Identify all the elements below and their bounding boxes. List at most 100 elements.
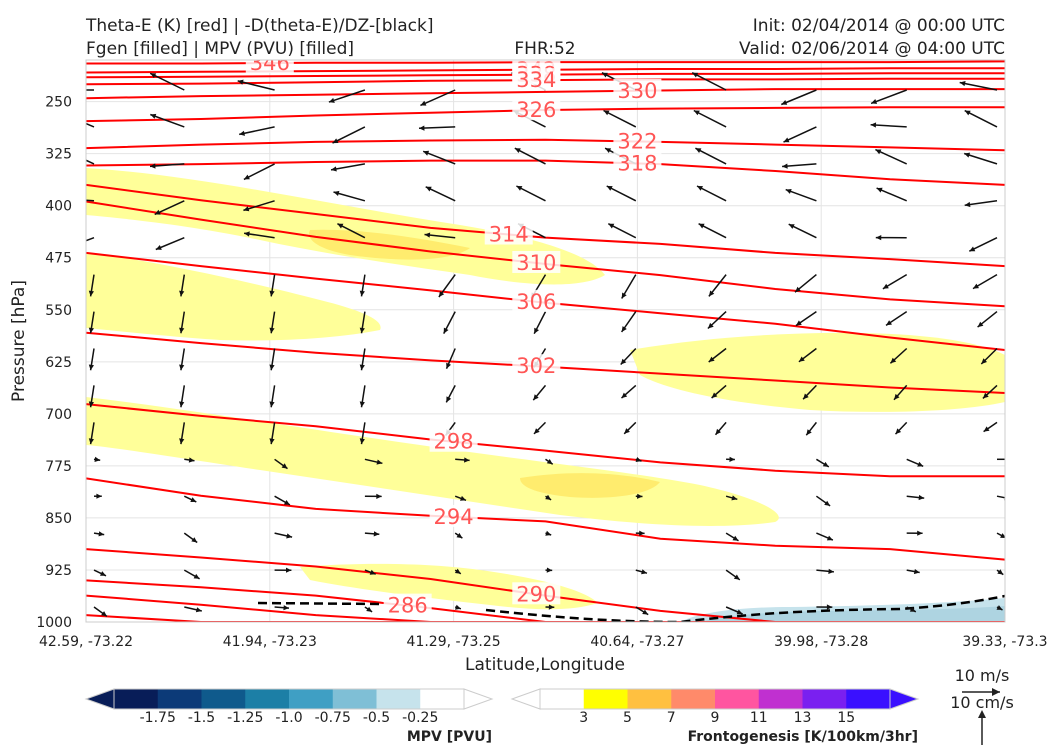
wind-vector-head <box>977 321 984 328</box>
wind-vector-head <box>621 326 627 332</box>
wind-vector-head <box>605 148 612 153</box>
wind-vector-head <box>373 531 380 537</box>
wind-vector-head <box>876 187 883 193</box>
fgen-region-mid-left <box>86 252 381 341</box>
wind-vector-head <box>150 73 157 78</box>
wind-vector-head <box>996 605 1003 610</box>
wind-vector <box>149 72 185 91</box>
wind-vector-head <box>359 438 365 445</box>
wind-vector-head <box>548 604 555 610</box>
dtheta-dz-contour-right <box>485 594 1005 622</box>
wind-vector-head <box>286 567 292 573</box>
contour-label-298: 298 <box>434 430 474 454</box>
contour-label-314: 314 <box>489 223 529 247</box>
colorbar-tick-label: 9 <box>711 710 720 726</box>
wind-vector-head <box>269 290 275 297</box>
wind-vector-head <box>1000 533 1005 538</box>
wind-vector <box>695 147 727 165</box>
colorbar-tick-label: 5 <box>623 710 632 726</box>
wind-vector-head <box>620 358 627 365</box>
dtheta-dz-contours <box>257 594 1005 622</box>
contour-label-346: 346 <box>250 51 290 75</box>
wind-vector <box>870 89 907 105</box>
colorbar-segment <box>846 689 891 709</box>
wind-vector-head <box>639 530 645 536</box>
wind-vector-head <box>707 322 714 329</box>
wind-vector-head <box>693 110 700 116</box>
colorbar-segment <box>627 689 672 709</box>
wind-vector-head <box>732 535 739 541</box>
wind-vector-head <box>894 393 900 400</box>
theta-e-contour-286 <box>86 579 1005 622</box>
wind-vector-head <box>359 290 365 297</box>
wind-vector-head <box>179 327 185 334</box>
wind-vector-head <box>423 150 430 156</box>
colorbar-tick-label: 7 <box>667 710 676 726</box>
x-axis-ticks: 42.59, -73.22 41.94, -73.23 41.29, -73.25 4… <box>39 634 1048 650</box>
wind-vector <box>516 185 546 202</box>
wind-vector-head <box>56 87 61 92</box>
wind-vector-head <box>785 189 792 194</box>
wind-vector-head <box>969 246 976 252</box>
wind-vector-head <box>621 292 627 299</box>
colorbar-tick-label: 13 <box>794 710 812 726</box>
wind-vector-head <box>806 429 812 436</box>
contour-label-286: 286 <box>388 594 428 618</box>
wind-vector <box>86 199 95 202</box>
wind-vector-head <box>369 569 376 575</box>
theta-e-contour-294 <box>86 477 1005 561</box>
colorbar-extend-left <box>510 688 541 710</box>
wind-vector-head <box>237 79 244 85</box>
wind-vector-head <box>269 327 275 334</box>
wind-vector-head <box>376 459 383 465</box>
colorbar-segment <box>420 689 465 709</box>
wind-vector <box>150 113 185 128</box>
wind-vector-head <box>179 401 185 408</box>
wind-vector-head <box>983 426 990 432</box>
x-tick-label: 40.64, -73.27 <box>590 634 684 650</box>
wind-vector-head <box>243 206 250 212</box>
colorbar-segment <box>157 689 202 709</box>
wind-vector <box>425 186 456 202</box>
wind-vector-head <box>782 163 788 169</box>
wind-vector-head <box>1008 457 1013 462</box>
y-tick-label: 625 <box>45 355 72 371</box>
colorbar-segment <box>583 689 628 709</box>
colorbar-mpv: -1.75 -1.5 -1.25 -1.0 -0.75 -0.5 -0.25 <box>84 688 494 726</box>
colorbar-frontogenesis: 3 5 7 9 11 13 15 <box>510 688 920 726</box>
wind-vector-head <box>425 186 432 192</box>
wind-vector-head <box>875 149 882 155</box>
title-left-line2: Fgen [filled] | MPV (PVU) [filled] <box>86 39 354 59</box>
colorbar-segment <box>201 689 246 709</box>
wind-vector-head <box>621 392 628 399</box>
plot-frame <box>85 59 1006 623</box>
fgen-region-upper <box>86 168 605 285</box>
theta-e-contour-298 <box>86 403 1005 478</box>
x-tick-label: 41.94, -73.23 <box>223 634 317 650</box>
wind-vector-head <box>366 606 373 612</box>
contour-label-bg <box>512 582 561 605</box>
wind-vector-head <box>333 190 340 196</box>
wind-vector-head <box>456 532 463 539</box>
wind-vector-head <box>98 531 105 537</box>
y-tick-label: 775 <box>45 459 72 475</box>
wind-vector-head <box>332 138 339 144</box>
contour-label-310: 310 <box>516 251 556 275</box>
colorbar-tick-label: 11 <box>750 710 768 726</box>
wind-vector <box>996 495 1005 499</box>
y-tick-label: 700 <box>45 407 72 423</box>
wind-vector-head <box>783 137 790 143</box>
wind-vector-head <box>826 604 833 610</box>
y-tick-label: 550 <box>45 303 72 319</box>
wind-vector <box>243 200 275 212</box>
wind-vector <box>782 163 817 168</box>
title-left-line1: Theta-E (K) [red] | -D(theta-E)/DZ-[blac… <box>85 16 434 36</box>
wind-vector <box>959 81 998 91</box>
wind-vector <box>86 122 95 128</box>
wind-vector <box>870 123 907 128</box>
wind-vector-head <box>826 535 833 541</box>
wind-vector-head <box>982 392 989 399</box>
y-axis-label: Pressure [hPa] <box>9 280 29 402</box>
wind-vector-head <box>88 401 94 408</box>
vector-key-horizontal-arrowhead <box>992 688 1000 696</box>
